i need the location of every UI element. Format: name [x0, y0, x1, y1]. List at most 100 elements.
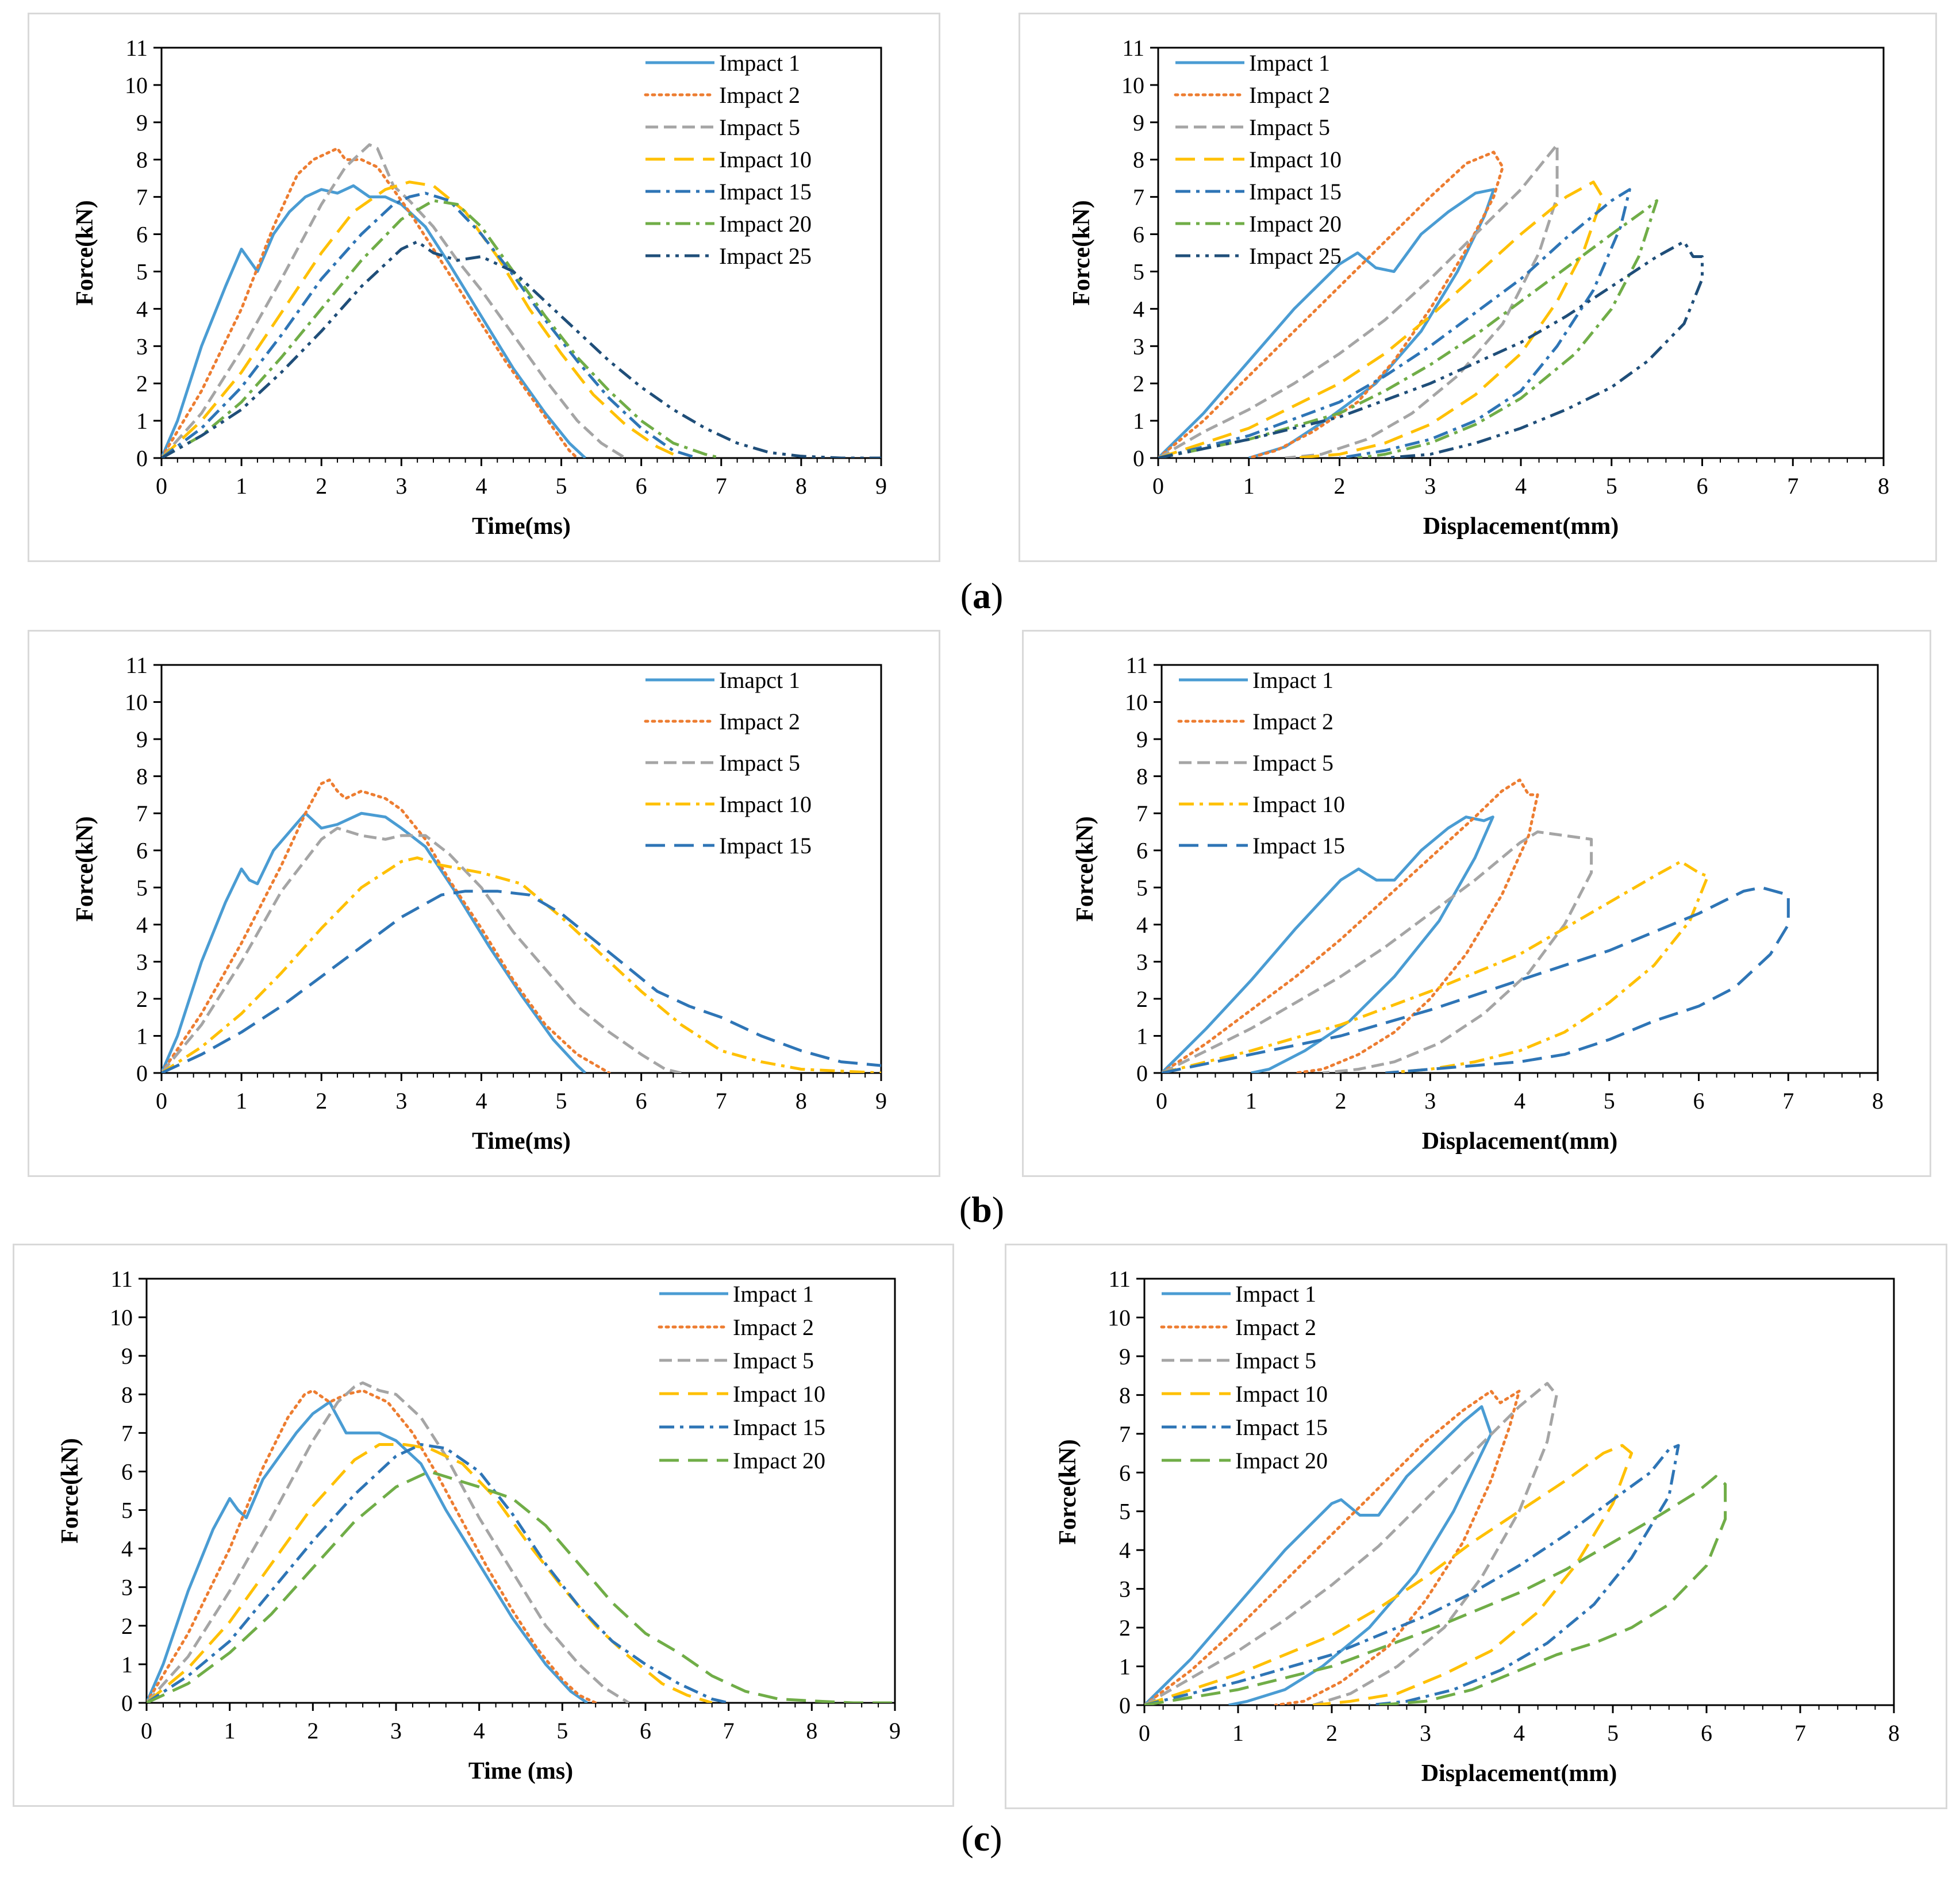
y-tick-label: 4	[121, 1536, 133, 1562]
x-tick-label: 0	[1139, 1720, 1150, 1746]
x-tick-label: 8	[795, 1088, 807, 1114]
y-tick-label: 5	[1119, 1499, 1131, 1525]
series-group	[1158, 143, 1704, 458]
y-tick-label: 10	[125, 72, 148, 98]
y-tick-label: 5	[1136, 875, 1148, 901]
series-line-2	[162, 147, 579, 458]
y-tick-label: 0	[1119, 1692, 1131, 1718]
y-tick-label: 2	[1136, 986, 1148, 1012]
y-tick-label: 0	[136, 1060, 148, 1086]
y-tick-label: 3	[1136, 949, 1148, 975]
legend-label-1: Impact 1	[1252, 667, 1333, 693]
y-tick-label: 11	[110, 1266, 133, 1292]
legend-label-6: Impact 20	[1235, 1448, 1328, 1474]
series-line-3	[1158, 143, 1559, 458]
legend-label-2: Impact 2	[733, 1314, 814, 1340]
y-tick-label: 3	[136, 333, 148, 359]
plot-area-frame	[145, 1278, 896, 1704]
y-tick-label: 2	[1133, 371, 1144, 397]
y-axis-title: Force(kN)	[57, 1438, 83, 1543]
row-label-b-letter: b	[971, 1189, 992, 1230]
series-line-4	[162, 856, 881, 1073]
x-axis-title: Time (ms)	[468, 1758, 573, 1784]
legend-label-2: Impact 2	[719, 709, 800, 734]
x-tick-label: 5	[1607, 1720, 1619, 1746]
y-tick-label: 9	[136, 110, 148, 136]
series-line-3	[162, 143, 627, 458]
x-tick-label: 6	[640, 1718, 651, 1744]
x-tick-label: 3	[1424, 473, 1436, 499]
y-tick-label: 7	[136, 184, 148, 210]
legend-label-1: Impact 1	[733, 1281, 814, 1307]
series-line-5	[147, 1443, 729, 1703]
chart-svg-b-time: 0 1 2 3 4 5 6 7 8 9 10 11 0 1 2 3 4 5 6 7 8 9 Time(ms) Force(kN…	[72, 652, 887, 1155]
chart-panel-b-time: 0 1 2 3 4 5 6 7 8 9 10 11 0 1 2 3 4 5 6 7 8 9 Time(ms) Force(kN…	[28, 630, 940, 1177]
legend-label-4: Impact 10	[1235, 1381, 1328, 1407]
y-axis-title: Force(kN)	[72, 816, 98, 921]
y-tick-label: 2	[136, 371, 148, 397]
series-line-1	[147, 1401, 589, 1703]
row-label-b: (b)	[959, 1189, 1005, 1230]
series-line-5	[1158, 188, 1631, 458]
legend-label-3: Impact 5	[719, 114, 800, 140]
series-line-7	[1158, 240, 1704, 458]
series-line-2	[1158, 151, 1504, 458]
x-tick-label: 3	[1420, 1720, 1431, 1746]
series-line-5	[162, 890, 881, 1073]
legend-label-5: Impact 15	[719, 179, 812, 205]
x-tick-label: 8	[1878, 473, 1889, 499]
y-tick-label: 4	[136, 296, 148, 322]
y-tick-label: 0	[136, 445, 148, 471]
legend-label-3: Impact 5	[1235, 1348, 1316, 1374]
y-tick-label: 6	[1136, 838, 1148, 864]
x-tick-label: 6	[636, 473, 647, 499]
series-group	[147, 1381, 895, 1703]
y-tick-label: 1	[1136, 1023, 1148, 1049]
legend-label-4: Impact 10	[733, 1381, 825, 1407]
chart-svg-a-time: 0 1 2 3 4 5 6 7 8 9 10 11 0 1 2 3 4 5 6 7 8 9 Time(ms) Force(kN…	[72, 35, 887, 540]
y-tick-label: 8	[136, 764, 148, 790]
y-tick-label: 9	[1119, 1344, 1131, 1370]
x-tick-label: 9	[889, 1718, 901, 1744]
x-tick-label: 9	[875, 1088, 887, 1114]
legend-label-4: Impact 10	[1249, 147, 1342, 172]
y-tick-label: 7	[121, 1420, 133, 1446]
y-tick-label: 7	[136, 801, 148, 826]
series-line-4	[1158, 180, 1604, 458]
legend-label-1: Impact 1	[719, 50, 800, 76]
x-tick-label: 5	[556, 473, 567, 499]
y-tick-label: 0	[1136, 1060, 1148, 1086]
y-tick-label: 4	[136, 912, 148, 938]
x-tick-label: 0	[156, 1088, 167, 1114]
series-line-4	[1162, 860, 1709, 1073]
y-tick-label: 8	[1133, 147, 1144, 173]
series-line-3	[1162, 830, 1593, 1073]
legend-label-1: Impact 1	[1249, 50, 1330, 76]
y-tick-label: 9	[1136, 726, 1148, 752]
y-axis-title: Force(kN)	[1055, 1439, 1081, 1544]
series-line-5	[1162, 886, 1790, 1073]
legend-label-5: Impact 15	[1235, 1414, 1328, 1440]
y-tick-label: 5	[121, 1498, 133, 1524]
x-tick-label: 5	[1606, 473, 1617, 499]
plot-area-frame	[160, 664, 882, 1074]
series-group	[162, 778, 881, 1073]
legend-label-1: Imapct 1	[719, 667, 800, 693]
y-tick-label: 10	[1121, 72, 1144, 98]
chart-panel-b-displacement: 0 1 2 3 4 5 6 7 8 9 10 11 0 1 2 3 4 5 6 7 8 Displacement(mm) F…	[1022, 630, 1931, 1177]
x-tick-label: 7	[716, 1088, 727, 1114]
chart-svg-c-time: 0 1 2 3 4 5 6 7 8 9 10 11 0 1 2 3 4 5 6 7 8 9 Time (ms) Force(k…	[57, 1266, 901, 1784]
y-tick-label: 1	[136, 1023, 148, 1049]
y-tick-label: 3	[121, 1575, 133, 1601]
legend-label-6: Impact 20	[733, 1448, 825, 1474]
x-tick-label: 7	[1782, 1088, 1794, 1114]
y-tick-label: 2	[136, 986, 148, 1012]
legend-label-6: Impact 20	[719, 211, 812, 237]
x-tick-label: 1	[236, 1088, 247, 1114]
legend: Impact 1 Impact 2 Impact 5 Impact 10 Impact …	[1174, 50, 1342, 269]
legend-label-1: Impact 1	[1235, 1281, 1316, 1307]
chart-svg-a-displacement: 0 1 2 3 4 5 6 7 8 9 10 11 0 1 2 3 4 5 6 7 8 Displacement(mm) F…	[1069, 35, 1889, 540]
series-line-6	[1158, 199, 1659, 458]
x-tick-label: 0	[156, 473, 167, 499]
legend-label-2: Impact 2	[1249, 82, 1330, 108]
